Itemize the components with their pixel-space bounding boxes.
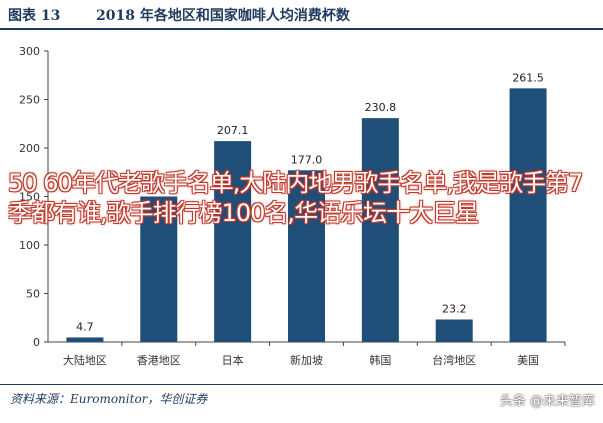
- bar: [140, 196, 178, 342]
- bar: [361, 118, 399, 343]
- x-tick-label: 台湾地区: [432, 353, 476, 367]
- data-label: 207.1: [217, 124, 249, 137]
- data-label: 230.8: [365, 101, 397, 114]
- x-tick-label: 美国: [517, 354, 539, 367]
- x-tick-label: 韩国: [369, 353, 391, 367]
- bar-chart: 0 50 100 150 200 250 300 大陆地区 4.7 香港地区 日本 207.1 新加坡 1…: [19, 45, 566, 367]
- data-label: 177.0: [291, 153, 323, 166]
- y-tick-label: 250: [19, 94, 40, 107]
- bar: [509, 88, 547, 342]
- overlay-caption: 50 60年代老歌手名单,大陆内地男歌手名单,我是歌手第7季都有谁,歌手排行榜1…: [8, 169, 583, 227]
- x-tick-label: 香港地区: [137, 354, 181, 367]
- y-tick-label: 0: [33, 336, 40, 349]
- y-tick-label: 300: [19, 45, 40, 58]
- figure-number: 图表 13: [8, 8, 61, 24]
- y-tick-label: 100: [19, 239, 40, 252]
- bar: [435, 319, 473, 342]
- bar: [288, 170, 325, 342]
- watermark: 头条 @未来智库: [499, 394, 595, 409]
- data-label: 23.2: [442, 302, 467, 315]
- y-tick-label: 50: [26, 288, 40, 301]
- bar: [214, 141, 252, 342]
- y-tick-label: 150: [19, 191, 40, 204]
- y-tick-label: 200: [19, 142, 40, 155]
- x-tick-label: 日本: [222, 353, 244, 367]
- header-rule: [0, 28, 603, 30]
- chart-title: 2018 年各地区和国家咖啡人均消费杯数: [96, 8, 350, 24]
- data-label: 4.7: [76, 320, 94, 333]
- data-label: 261.5: [512, 71, 544, 84]
- x-tick-label: 新加坡: [290, 353, 323, 367]
- header: 图表 13 2018 年各地区和国家咖啡人均消费杯数: [0, 0, 603, 30]
- x-tick-label: 大陆地区: [63, 353, 107, 367]
- bar: [66, 337, 104, 342]
- footer-rule: [0, 384, 603, 385]
- source-note: 资料来源：Euromonitor，华创证券: [10, 392, 208, 406]
